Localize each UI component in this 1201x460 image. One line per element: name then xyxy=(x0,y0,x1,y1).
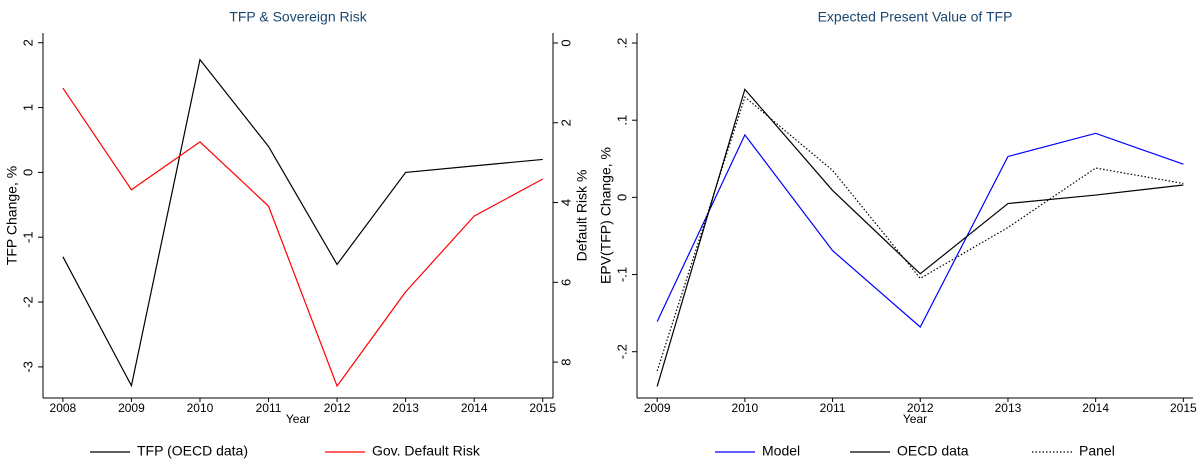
legend-label: OECD data xyxy=(897,443,969,459)
y-tick-label: 0 xyxy=(614,194,629,201)
y-tick-label: 0 xyxy=(20,169,35,176)
x-tick-label: 2013 xyxy=(995,401,1022,415)
x-tick-label: 2009 xyxy=(644,401,671,415)
y2-axis-label: Default Risk % xyxy=(574,170,590,262)
y2-tick-label: 0 xyxy=(558,39,573,46)
y-tick-label: .2 xyxy=(614,38,629,49)
y-tick-label: 2 xyxy=(20,39,35,46)
y-tick-label: -3 xyxy=(20,361,35,373)
chart-title: Expected Present Value of TFP xyxy=(818,9,1013,25)
y-axis-label: EPV(TFP) Change, % xyxy=(598,147,614,284)
x-tick-label: 2012 xyxy=(907,401,934,415)
series-line xyxy=(656,132,1184,328)
y-tick-label: -.1 xyxy=(614,267,629,282)
y-axis-label: TFP Change, % xyxy=(4,166,20,265)
legend-label: Gov. Default Risk xyxy=(372,443,481,459)
x-tick-label: 2011 xyxy=(820,401,846,415)
x-tick-label: 2012 xyxy=(324,401,351,415)
x-tick-label: 2014 xyxy=(461,401,488,415)
y2-tick-label: 6 xyxy=(558,279,573,286)
x-tick-label: 2015 xyxy=(1170,401,1197,415)
x-tick-label: 2014 xyxy=(1082,401,1109,415)
series-line xyxy=(62,87,544,388)
legend-label: Model xyxy=(762,443,800,459)
x-tick-label: 2010 xyxy=(732,401,759,415)
x-axis-label: Year xyxy=(903,412,927,426)
y-tick-label: -2 xyxy=(20,296,35,308)
y-tick-label: .1 xyxy=(614,115,629,126)
y2-tick-label: 4 xyxy=(558,199,573,206)
y2-tick-label: 8 xyxy=(558,358,573,365)
legend-label: TFP (OECD data) xyxy=(137,443,248,459)
y-tick-label: -.2 xyxy=(614,344,629,359)
legend-label: Panel xyxy=(1079,443,1115,459)
x-tick-label: 2008 xyxy=(50,401,77,415)
series-line xyxy=(656,88,1184,387)
y-tick-label: -1 xyxy=(20,231,35,243)
x-tick-label: 2015 xyxy=(529,401,556,415)
x-tick-label: 2013 xyxy=(392,401,419,415)
y2-tick-label: 2 xyxy=(558,119,573,126)
x-tick-label: 2009 xyxy=(118,401,145,415)
y-tick-label: 1 xyxy=(20,104,35,111)
chart-title: TFP & Sovereign Risk xyxy=(229,9,367,25)
x-tick-label: 2010 xyxy=(187,401,214,415)
series-line xyxy=(656,96,1184,372)
x-tick-label: 2011 xyxy=(256,401,282,415)
x-axis-label: Year xyxy=(286,412,310,426)
series-line xyxy=(62,58,543,388)
